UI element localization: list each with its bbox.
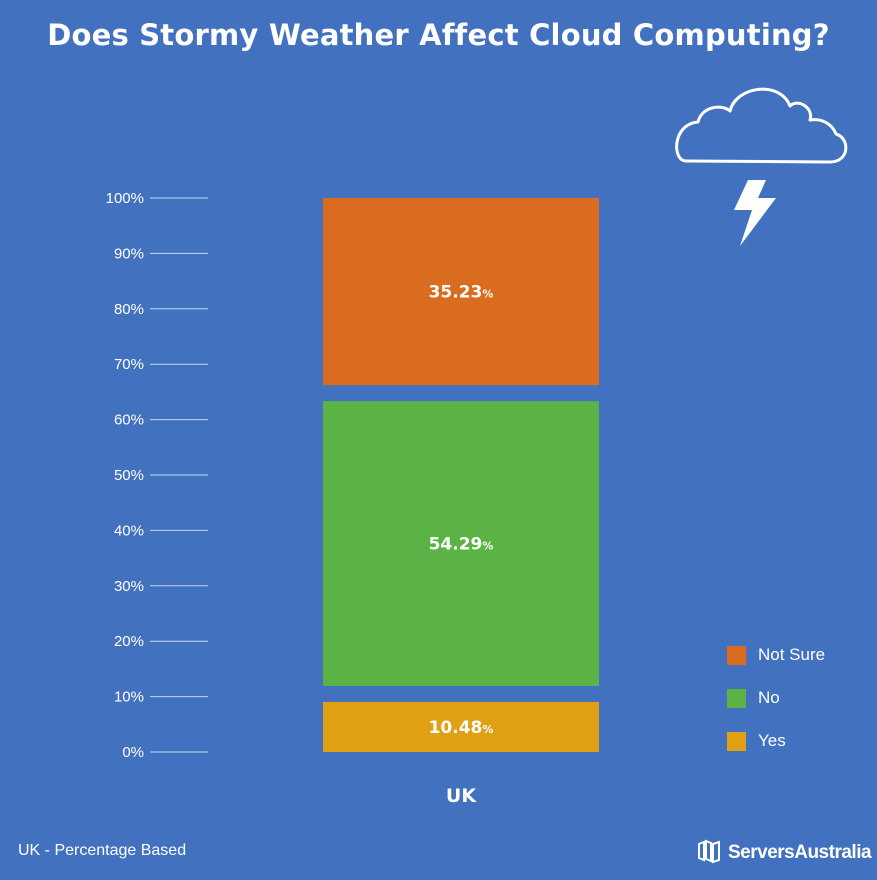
y-tick-label: 30% (114, 578, 144, 595)
legend-label-yes: Yes (758, 731, 786, 750)
y-tick-label: 100% (106, 190, 144, 207)
footer-note: UK - Percentage Based (18, 842, 187, 859)
legend-swatch-yes (727, 731, 746, 751)
bar-segment-no (323, 401, 599, 686)
y-tick-label: 80% (114, 301, 144, 318)
servers-australia-logo (696, 838, 722, 868)
chart-title: Does Stormy Weather Affect Cloud Computi… (47, 18, 830, 52)
y-tick-label: 60% (114, 412, 144, 429)
legend: Not Sure No Yes (727, 644, 825, 773)
brand-name: ServersAustralia (728, 842, 872, 863)
y-tick-label: 20% (114, 633, 144, 650)
y-tick-label: 40% (114, 522, 144, 539)
y-tick-label: 70% (114, 356, 144, 373)
data-label-not-sure: 35.23% (429, 283, 494, 303)
legend-label-not-sure: Not Sure (758, 645, 826, 664)
x-category-label: UK (446, 785, 477, 807)
data-label-no: 54.29% (429, 535, 494, 555)
y-tick-label: 10% (114, 689, 144, 706)
legend-item-no: No (727, 687, 825, 709)
legend-item-yes: Yes (727, 730, 825, 752)
cloud-lightning-icon (672, 84, 852, 258)
y-tick-label: 50% (114, 467, 144, 484)
y-tick-label: 0% (122, 744, 144, 761)
legend-swatch-no (727, 688, 746, 708)
legend-item-not-sure: Not Sure (727, 644, 825, 666)
bar-segment-yes (323, 701, 599, 752)
bar-segment-not-sure (323, 198, 599, 386)
brand: ServersAustralia (696, 838, 872, 868)
data-label-yes: 10.48% (429, 718, 494, 738)
legend-swatch-not-sure (727, 645, 746, 665)
y-tick-label: 90% (114, 245, 144, 262)
legend-label-no: No (758, 688, 780, 707)
